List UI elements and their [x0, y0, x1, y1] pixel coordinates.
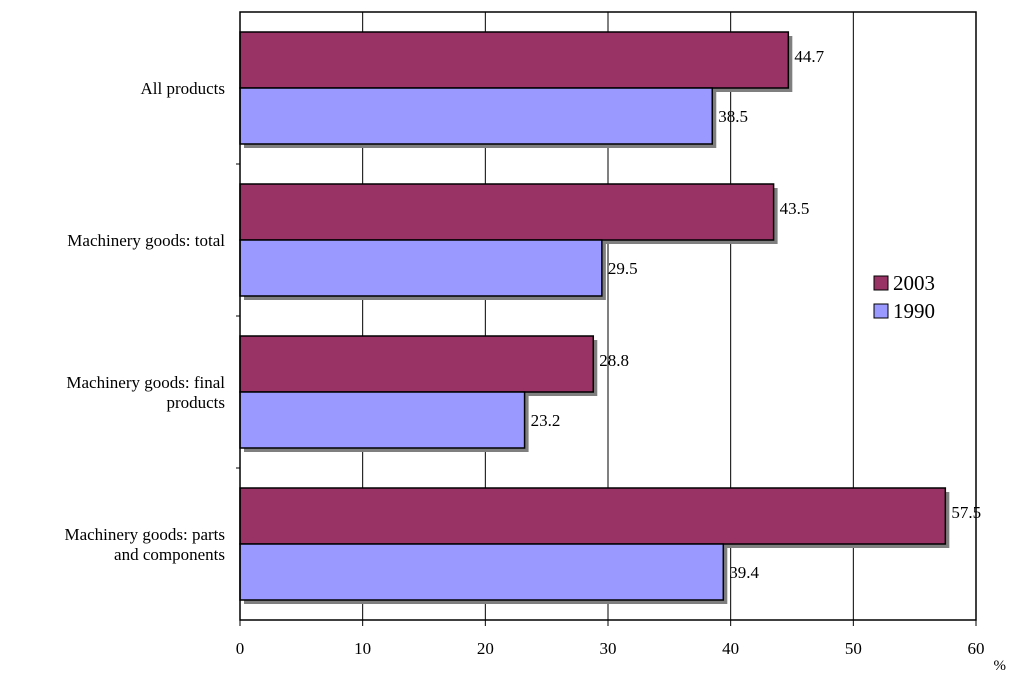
data-label: 29.5 — [608, 259, 638, 278]
plot-frame — [236, 11, 977, 626]
data-label: 38.5 — [718, 107, 748, 126]
legend-swatch-1990 — [873, 303, 889, 319]
bar-1990-4 — [239, 543, 725, 601]
legend-swatch-2003 — [873, 275, 889, 291]
x-tick-label: 50 — [845, 639, 862, 658]
bar-2003-2 — [239, 183, 775, 241]
bars — [239, 31, 950, 604]
x-tick-label: 10 — [354, 639, 371, 658]
x-tick-label: 60 — [968, 639, 985, 658]
category-label: Machinery goods: final products — [66, 373, 225, 412]
labels: 44.7 38.5 43.5 29.5 28.8 23.2 57.5 39.4 0 10 20 30 4… — [64, 47, 1006, 673]
data-label: 43.5 — [780, 199, 810, 218]
category-label: Machinery goods: total — [67, 231, 225, 250]
x-tick-label: 0 — [236, 639, 245, 658]
x-unit-label: % — [994, 658, 1007, 673]
bar-2003-1 — [239, 31, 790, 89]
category-label: Machinery goods: parts and components — [64, 525, 225, 564]
data-label: 44.7 — [794, 47, 824, 66]
bar-2003-3 — [239, 335, 595, 393]
data-label: 57.5 — [951, 503, 981, 522]
bar-1990-3 — [239, 391, 526, 449]
bar-1990-2 — [239, 239, 603, 297]
data-label: 28.8 — [599, 351, 629, 370]
x-tick-label: 30 — [600, 639, 617, 658]
bar-1990-1 — [239, 87, 714, 145]
data-label: 39.4 — [729, 563, 759, 582]
x-tick-label: 40 — [722, 639, 739, 658]
legend: 2003 1990 — [873, 271, 935, 323]
category-label: All products — [140, 79, 225, 98]
bar-2003-4 — [239, 487, 947, 545]
legend-label-1990: 1990 — [893, 299, 935, 323]
legend-label-2003: 2003 — [893, 271, 935, 295]
data-label: 23.2 — [531, 411, 561, 430]
x-tick-label: 20 — [477, 639, 494, 658]
